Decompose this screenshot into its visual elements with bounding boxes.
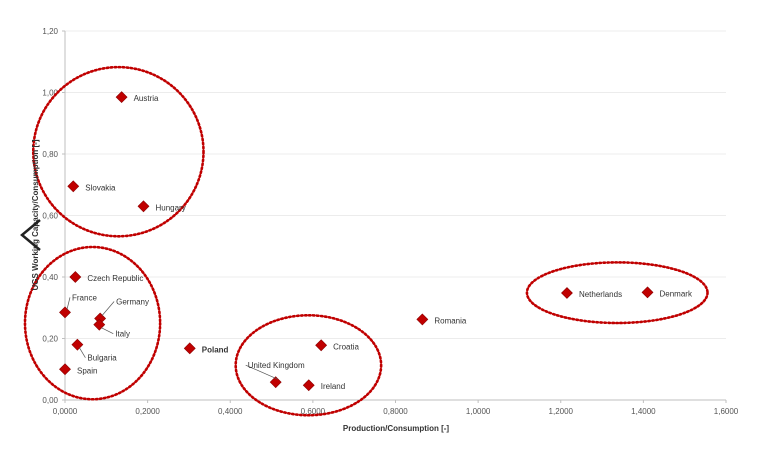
- data-point-poland: [183, 342, 196, 355]
- x-tick-label: 0,8000: [383, 407, 408, 416]
- y-tick-label: 1,20: [42, 27, 58, 36]
- data-point-slovakia: [67, 180, 80, 193]
- data-point-hungary: [137, 200, 150, 213]
- y-tick-label: 0,20: [42, 335, 58, 344]
- data-point-bulgaria: [71, 338, 84, 351]
- leader-line: [101, 301, 115, 316]
- group-outlines: [23, 65, 709, 417]
- data-point-ireland: [302, 379, 315, 392]
- y-tick-label: 0,60: [42, 212, 58, 221]
- group-outline-2: [234, 313, 383, 417]
- leader-line: [101, 327, 114, 334]
- data-point-netherlands: [561, 287, 573, 299]
- data-point-romania: [416, 313, 429, 326]
- grid-lines: [65, 30, 726, 339]
- data-point-france: [59, 306, 71, 319]
- y-axis-title: UGS Working Capacity/Consumption [-]: [31, 139, 40, 290]
- leader-line: [245, 364, 278, 380]
- x-tick-label: 0,6000: [301, 407, 326, 416]
- point-label: Bulgaria: [87, 354, 117, 363]
- point-labels: Austria Slovakia Hungary Czech Republic Fran…: [66, 94, 693, 391]
- point-label: Austria: [134, 94, 159, 103]
- axes: 0,00 0,20 0,40 0,60 0,80 1,00 1,20 0,0000 0,2000…: [42, 27, 738, 416]
- x-tick-label: 1,4000: [631, 407, 656, 416]
- point-label: Italy: [115, 330, 130, 339]
- leader-line: [66, 297, 71, 310]
- group-outline-0: [31, 65, 205, 238]
- chevron-left-icon[interactable]: [18, 218, 44, 252]
- x-tick-label: 1,2000: [549, 407, 574, 416]
- point-label: Czech Republic: [87, 274, 143, 283]
- point-label: Spain: [77, 366, 97, 375]
- point-label: Croatia: [333, 342, 359, 351]
- point-label: Slovakia: [85, 183, 116, 192]
- point-label: Denmark: [660, 289, 693, 298]
- point-label: Poland: [202, 345, 229, 354]
- point-label: Germany: [116, 298, 149, 307]
- group-outline-3: [525, 261, 709, 325]
- x-tick-label: 0,2000: [135, 407, 160, 416]
- point-label: France: [72, 293, 97, 302]
- group-outline-1: [23, 245, 162, 401]
- y-tick-label: 1,00: [42, 89, 58, 98]
- data-point-denmark: [641, 286, 654, 299]
- point-label: Romania: [434, 316, 467, 325]
- y-tick-label: 0,80: [42, 150, 58, 159]
- data-point-czech-republic: [69, 271, 82, 283]
- x-tick-label: 0,4000: [218, 407, 243, 416]
- point-label: Hungary: [155, 203, 185, 212]
- x-axis-title: Production/Consumption [-]: [343, 424, 450, 433]
- y-tick-label: 0,00: [42, 396, 58, 405]
- data-point-italy: [93, 318, 106, 331]
- data-point-spain: [59, 363, 71, 376]
- data-points: [59, 91, 654, 392]
- data-point-croatia: [315, 339, 328, 352]
- x-tick-label: 0,0000: [53, 407, 78, 416]
- x-tick-label: 1,6000: [714, 407, 739, 416]
- point-label: United Kingdom: [248, 361, 305, 370]
- x-tick-label: 1,0000: [466, 407, 491, 416]
- data-point-austria: [115, 91, 128, 104]
- point-label: Ireland: [321, 382, 345, 391]
- data-point-united-kingdom: [269, 376, 282, 389]
- point-label: Netherlands: [579, 290, 622, 299]
- leader-line: [79, 347, 86, 358]
- y-tick-label: 0,40: [42, 273, 58, 282]
